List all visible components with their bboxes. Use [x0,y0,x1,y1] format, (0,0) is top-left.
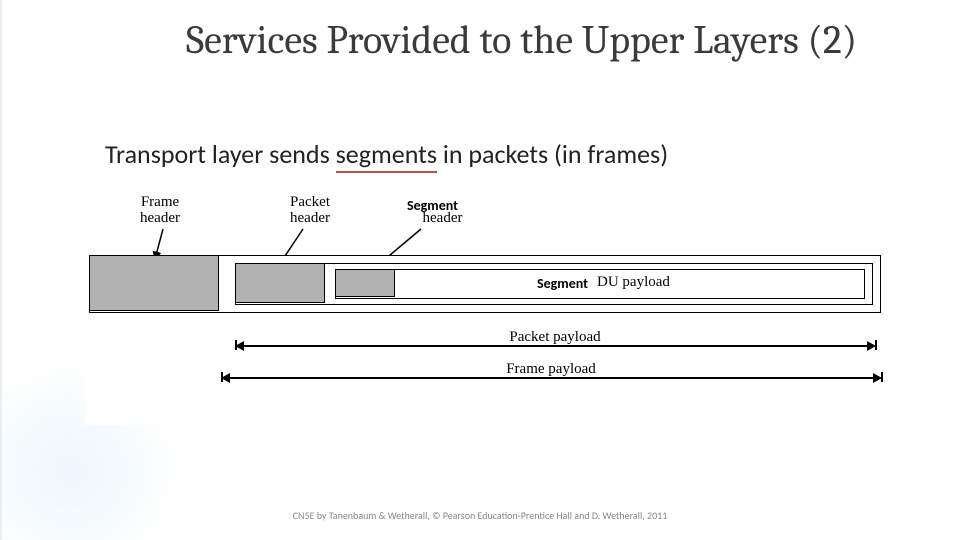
left-rule [0,0,2,540]
frame-header-box [89,255,219,311]
subtitle: Transport layer sends segments in packet… [105,138,668,170]
encapsulation-diagram: Frameheader Packetheader Segment header … [85,195,885,425]
packet-payload-tick-right [875,340,877,350]
packet-header-box [235,263,325,303]
packet-payload-label: Packet payload [235,329,875,346]
subtitle-before: Transport layer sends [105,138,336,170]
segment-header-suffix: header [415,211,470,227]
frame-payload-tick-right [881,372,883,382]
subtitle-after: in packets (in frames) [437,138,668,170]
segment-du-overlay: Segment [537,275,588,292]
subtitle-underlined: segments [336,138,437,173]
frame-header-label: Frameheader [125,195,195,227]
du-payload-suffix: DU payload [597,275,670,291]
frame-payload-label: Frame payload [221,361,881,378]
footer-citation: CN5E by Tanenbaum & Wetherall, © Pearson… [0,510,960,522]
packet-header-label: Packetheader [275,195,345,227]
segment-header-box [335,269,395,297]
slide-title: Services Provided to the Upper Layers (2… [186,18,857,62]
